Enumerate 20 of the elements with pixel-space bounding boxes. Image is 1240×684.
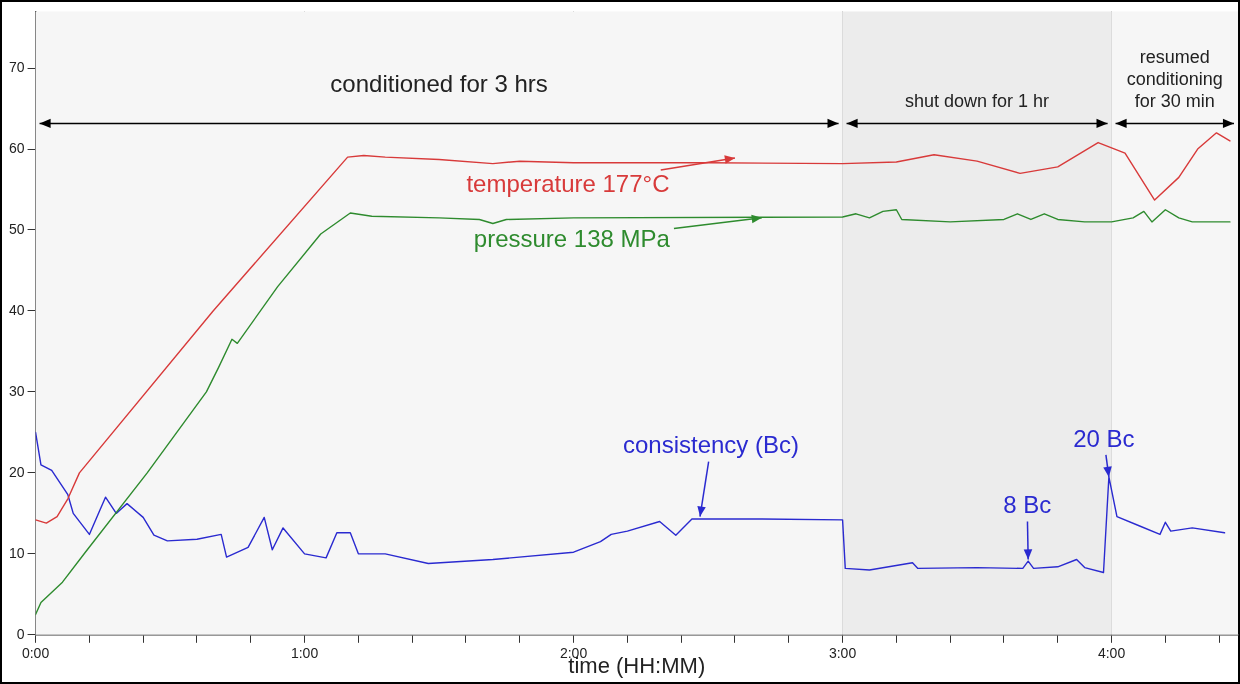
band-label: resumed conditioning for 30 min [1126, 47, 1223, 112]
annotation: 8 Bc [1003, 491, 1052, 519]
y-tick-label: 40 [8, 301, 25, 318]
y-tick-label: 60 [8, 139, 25, 156]
band-label: conditioned for 3 hrs [330, 70, 548, 98]
y-tick-label: 20 [8, 463, 25, 480]
y-tick-label: 30 [8, 382, 25, 399]
x-tick-label: 3:00 [828, 645, 857, 662]
annotation: consistency (Bc) [622, 431, 800, 459]
band-label: shut down for 1 hr [905, 91, 1050, 112]
x-tick-label: 1:00 [290, 645, 319, 662]
annotation: temperature 177°C [466, 169, 670, 197]
y-tick-label: 10 [8, 544, 25, 561]
annotation: pressure 138 MPa [473, 225, 671, 253]
y-tick-label: 70 [8, 58, 25, 75]
x-tick-label: 0:00 [21, 645, 50, 662]
x-tick-label: 4:00 [1097, 645, 1126, 662]
annotation: 20 Bc [1073, 424, 1135, 452]
y-tick-label: 0 [16, 625, 25, 642]
y-tick-label: 50 [8, 220, 25, 237]
